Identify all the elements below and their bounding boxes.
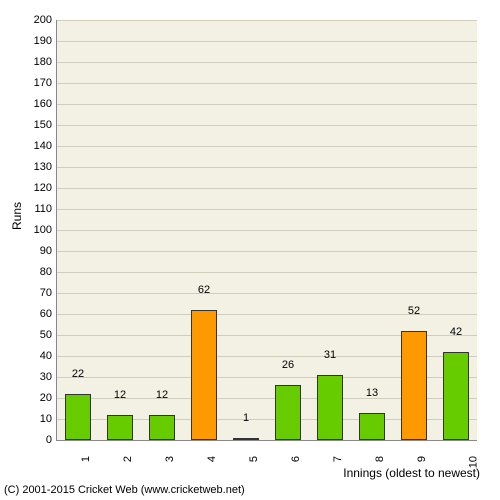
- y-tick-label: 40: [12, 350, 52, 362]
- y-tick-label: 60: [12, 308, 52, 320]
- y-tick-label: 110: [12, 203, 52, 215]
- y-tick-label: 120: [12, 182, 52, 194]
- y-tick-label: 50: [12, 329, 52, 341]
- x-tick-label: 5: [248, 456, 260, 462]
- y-tick-label: 0: [12, 434, 52, 446]
- x-tick-label: 10: [467, 456, 479, 468]
- bar-value-label: 31: [324, 349, 336, 361]
- bar: [107, 415, 132, 440]
- y-tick-label: 130: [12, 161, 52, 173]
- bar-value-label: 42: [450, 326, 462, 338]
- bar: [149, 415, 174, 440]
- bar: [443, 352, 468, 440]
- x-tick-label: 3: [164, 456, 176, 462]
- y-tick-label: 70: [12, 287, 52, 299]
- bar: [191, 310, 216, 440]
- grid-line: [57, 41, 477, 42]
- grid-line: [57, 146, 477, 147]
- grid-line: [57, 104, 477, 105]
- grid-line: [57, 83, 477, 84]
- bar: [275, 385, 300, 440]
- bar-value-label: 13: [366, 387, 378, 399]
- y-tick-label: 140: [12, 140, 52, 152]
- y-tick-label: 100: [12, 224, 52, 236]
- bar-value-label: 26: [282, 359, 294, 371]
- grid-line: [57, 293, 477, 294]
- plot-area: 22 12 12 62 1 26 31 13 52 42: [56, 20, 477, 441]
- bar-value-label: 1: [243, 412, 249, 424]
- bar-value-label: 22: [72, 368, 84, 380]
- x-tick-label: 8: [374, 456, 386, 462]
- bar-value-label: 12: [156, 389, 168, 401]
- y-tick-label: 160: [12, 98, 52, 110]
- grid-line: [57, 251, 477, 252]
- grid-line: [57, 272, 477, 273]
- y-tick-label: 90: [12, 245, 52, 257]
- bar: [233, 438, 258, 440]
- y-tick-label: 10: [12, 413, 52, 425]
- grid-line: [57, 62, 477, 63]
- y-tick-label: 200: [12, 14, 52, 26]
- y-tick-label: 180: [12, 56, 52, 68]
- bar-value-label: 52: [408, 305, 420, 317]
- bar-value-label: 62: [198, 284, 210, 296]
- x-tick-label: 2: [122, 456, 134, 462]
- bar: [359, 413, 384, 440]
- grid-line: [57, 188, 477, 189]
- bar-value-label: 12: [114, 389, 126, 401]
- copyright-text: (C) 2001-2015 Cricket Web (www.cricketwe…: [4, 484, 245, 496]
- grid-line: [57, 209, 477, 210]
- x-tick-label: 9: [416, 456, 428, 462]
- y-tick-label: 150: [12, 119, 52, 131]
- grid-line: [57, 20, 477, 21]
- grid-line: [57, 167, 477, 168]
- bar: [401, 331, 426, 440]
- y-tick-label: 80: [12, 266, 52, 278]
- bar: [317, 375, 342, 440]
- x-tick-label: 7: [332, 456, 344, 462]
- x-tick-label: 1: [80, 456, 92, 462]
- x-tick-label: 6: [290, 456, 302, 462]
- y-tick-label: 170: [12, 77, 52, 89]
- y-tick-label: 30: [12, 371, 52, 383]
- grid-line: [57, 125, 477, 126]
- grid-line: [57, 230, 477, 231]
- x-tick-label: 4: [206, 456, 218, 462]
- x-axis-label: Innings (oldest to newest): [343, 466, 480, 480]
- chart-container: 2212126212631135242 Runs Innings (oldest…: [0, 0, 500, 500]
- bar: [65, 394, 90, 440]
- y-tick-label: 190: [12, 35, 52, 47]
- y-tick-label: 20: [12, 392, 52, 404]
